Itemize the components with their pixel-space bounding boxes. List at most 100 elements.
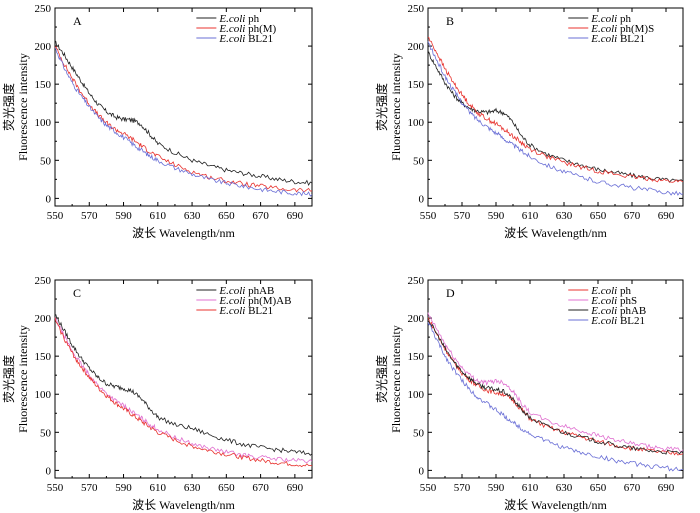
series-line-1 xyxy=(54,40,313,187)
y-tick-label: 200 xyxy=(35,313,52,325)
panel-D: 0 50 100 150 200 250 550 570 590 610 630 650 670 690 波… xyxy=(374,275,684,512)
x-tick-label: 670 xyxy=(624,210,641,222)
legend-strain: BL21 xyxy=(617,315,645,327)
x-tick-label: 690 xyxy=(658,482,675,494)
y-tick-label: 0 xyxy=(419,465,425,477)
x-tick-label: 550 xyxy=(47,210,64,222)
x-tick-label: 610 xyxy=(522,482,539,494)
x-tick-label: 650 xyxy=(218,210,235,222)
x-tick-label: 670 xyxy=(252,482,269,494)
y-axis-label-cn: 荧光强度 xyxy=(1,83,16,131)
x-tick-label: 650 xyxy=(590,482,607,494)
legend-label: E.coli BL21 xyxy=(218,33,273,45)
panel-B: 0 50 100 150 200 250 550 570 590 610 630 650 670 690 波… xyxy=(374,3,684,240)
y-axis-label-cn: 荧光强度 xyxy=(1,355,16,403)
legend-strain: ph(M) xyxy=(245,23,276,35)
y-tick-label: 250 xyxy=(408,3,425,15)
y-tick-label: 250 xyxy=(35,275,52,287)
y-axis-label-cn: 荧光强度 xyxy=(374,83,389,131)
series-line-3 xyxy=(427,41,684,196)
x-tick-label: 610 xyxy=(150,210,167,222)
panel-letter: D xyxy=(446,286,455,300)
y-tick-label: 0 xyxy=(46,465,52,477)
series-line-2 xyxy=(427,37,684,183)
legend-italic: E.coli xyxy=(218,23,245,35)
y-tick-label: 150 xyxy=(35,79,52,91)
panel-A: 0 50 100 150 200 250 550 570 590 610 630 650 670 690 波… xyxy=(1,3,313,240)
legend-italic: E.coli xyxy=(590,285,617,297)
x-tick-label: 630 xyxy=(556,482,573,494)
legend-strain: phAB xyxy=(245,285,274,297)
legend-label: E.coli ph(M)AB xyxy=(218,295,291,307)
x-tick-label: 590 xyxy=(488,210,505,222)
y-tick-label: 100 xyxy=(35,117,52,129)
x-tick-label: 570 xyxy=(81,482,98,494)
x-tick-label: 550 xyxy=(420,210,437,222)
y-axis-label-en: Fluorescence intensity xyxy=(16,53,30,161)
legend-strain: ph(M)AB xyxy=(245,295,291,307)
x-axis-label: 波长 Wavelength/nm xyxy=(504,226,607,240)
legend-strain: ph xyxy=(617,13,631,25)
series-line-3 xyxy=(54,47,313,197)
legend-label: E.coli BL21 xyxy=(590,33,645,45)
y-tick-label: 50 xyxy=(413,427,425,439)
y-axis-label-en: Fluorescence intensity xyxy=(389,325,403,433)
legend-label: E.coli ph xyxy=(590,13,631,25)
x-tick-label: 610 xyxy=(150,482,167,494)
x-tick-label: 570 xyxy=(454,210,471,222)
legend-italic: E.coli xyxy=(590,295,617,307)
x-tick-label: 670 xyxy=(252,210,269,222)
legend-italic: E.coli xyxy=(218,295,245,307)
series-line-1 xyxy=(427,317,684,456)
legend-label: E.coli BL21 xyxy=(218,305,273,317)
legend-strain: BL21 xyxy=(245,33,273,45)
y-tick-label: 100 xyxy=(408,117,425,129)
x-tick-label: 590 xyxy=(115,482,132,494)
legend-italic: E.coli xyxy=(590,23,617,35)
legend-italic: E.coli xyxy=(218,305,245,317)
y-tick-label: 0 xyxy=(419,193,425,205)
x-tick-label: 570 xyxy=(81,210,98,222)
y-tick-label: 50 xyxy=(40,427,52,439)
legend-italic: E.coli xyxy=(590,315,617,327)
legend-label: E.coli ph xyxy=(218,13,259,25)
y-tick-label: 100 xyxy=(35,389,52,401)
x-axis-label: 波长 Wavelength/nm xyxy=(504,498,607,512)
y-tick-label: 150 xyxy=(35,351,52,363)
x-axis-label: 波长 Wavelength/nm xyxy=(132,498,235,512)
y-axis-label-en: Fluorescence intensity xyxy=(16,325,30,433)
y-axis-label-en: Fluorescence intensity xyxy=(389,53,403,161)
legend-italic: E.coli xyxy=(218,33,245,45)
legend-strain: ph(M)S xyxy=(617,23,654,35)
plot-frame xyxy=(427,279,684,479)
y-tick-label: 200 xyxy=(35,41,52,53)
legend-label: E.coli ph(M) xyxy=(218,23,276,35)
y-tick-label: 200 xyxy=(408,41,425,53)
x-axis-label: 波长 Wavelength/nm xyxy=(132,226,235,240)
legend-strain: BL21 xyxy=(245,305,273,317)
x-tick-label: 630 xyxy=(184,482,201,494)
legend-italic: E.coli xyxy=(218,13,245,25)
series-line-3 xyxy=(54,317,313,468)
panel-letter: A xyxy=(73,14,82,28)
x-tick-label: 690 xyxy=(287,210,304,222)
y-tick-label: 250 xyxy=(35,3,52,15)
legend-strain: phAB xyxy=(617,305,646,317)
x-tick-label: 550 xyxy=(420,482,437,494)
series-line-1 xyxy=(54,314,313,456)
legend-italic: E.coli xyxy=(218,285,245,297)
y-tick-label: 100 xyxy=(408,389,425,401)
y-tick-label: 200 xyxy=(408,313,425,325)
y-tick-label: 250 xyxy=(408,275,425,287)
legend-label: E.coli BL21 xyxy=(590,315,645,327)
y-tick-label: 50 xyxy=(413,155,425,167)
y-tick-label: 0 xyxy=(46,193,52,205)
panel-letter: C xyxy=(73,286,81,300)
legend-label: E.coli ph(M)S xyxy=(590,23,654,35)
legend-label: E.coli phAB xyxy=(590,305,646,317)
legend-label: E.coli ph xyxy=(590,285,631,297)
x-tick-label: 630 xyxy=(184,210,201,222)
legend-label: E.coli phS xyxy=(590,295,637,307)
x-tick-label: 590 xyxy=(488,482,505,494)
